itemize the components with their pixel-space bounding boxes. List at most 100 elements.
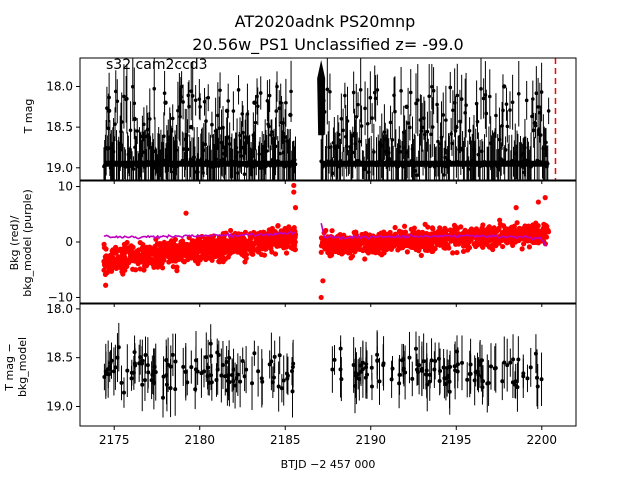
bkg-point (120, 260, 126, 266)
bkg-point (195, 237, 201, 243)
data-point (450, 141, 454, 146)
data-point (359, 124, 364, 128)
bkg-point (104, 269, 110, 276)
plot-area-bottom (102, 322, 544, 418)
bkg-point (359, 231, 365, 238)
data-point (387, 157, 392, 161)
data-point (139, 361, 144, 366)
data-point (398, 149, 403, 154)
bkg-point (156, 241, 162, 247)
data-point (389, 377, 394, 382)
bkg-point (429, 225, 436, 231)
data-point (415, 98, 420, 102)
data-point (533, 351, 538, 356)
data-point (283, 135, 287, 140)
bkg-point (500, 243, 506, 250)
bkg-point (161, 250, 167, 256)
data-point (372, 150, 376, 154)
data-point (429, 132, 433, 137)
data-point (267, 362, 272, 367)
data-point (369, 365, 374, 370)
data-point (116, 345, 121, 350)
bkg-point (171, 252, 177, 258)
data-point (240, 358, 245, 363)
bkg-point (443, 227, 450, 234)
data-point (421, 359, 426, 364)
bkg-point (236, 241, 242, 247)
data-point (181, 100, 185, 104)
data-point (284, 100, 288, 105)
bkg-point (467, 228, 473, 234)
bkg-point (418, 252, 424, 259)
bkg-point (521, 241, 527, 247)
bkg-point (408, 226, 414, 232)
bkg-point (480, 222, 486, 228)
bkg-point (510, 239, 516, 245)
bkg-outlier (103, 282, 109, 288)
bkg-point (288, 237, 294, 244)
data-point (415, 173, 419, 177)
data-point (106, 126, 111, 131)
data-point (153, 370, 158, 375)
data-point (431, 88, 436, 93)
bkg-point (215, 237, 221, 243)
data-point (531, 128, 536, 133)
bkg-point (503, 239, 509, 245)
panel-top-tmag: 18.0 18.5 19.0 (46, 57, 577, 184)
data-point (500, 379, 505, 384)
data-point (505, 363, 510, 368)
data-point (130, 84, 135, 89)
y-tick-label: 10 (58, 180, 73, 194)
data-point (330, 171, 335, 176)
data-point (289, 89, 293, 94)
data-point (535, 375, 540, 380)
data-point (197, 97, 202, 101)
data-point (187, 104, 191, 109)
bkg-point (130, 266, 136, 272)
data-point (242, 172, 247, 177)
data-point (408, 90, 413, 95)
bkg-point (356, 243, 362, 249)
bkg-point (220, 255, 226, 261)
data-point (368, 95, 373, 100)
flare-spike (317, 60, 326, 136)
data-point (407, 355, 412, 360)
bkg-point (442, 235, 448, 242)
data-point (443, 155, 447, 160)
data-point (218, 88, 222, 93)
bkg-point (391, 243, 397, 249)
data-point (433, 358, 438, 363)
data-point (269, 359, 274, 364)
bkg-point (442, 240, 449, 246)
data-point (267, 124, 271, 129)
bkg-point (182, 247, 188, 253)
bkg-point (108, 264, 114, 270)
data-point (113, 365, 118, 370)
data-point (142, 378, 147, 383)
bkg-point (127, 249, 133, 255)
data-point (273, 144, 278, 149)
data-point (330, 367, 335, 372)
bkg-point (329, 228, 335, 234)
bkg-point (422, 221, 428, 227)
data-point (369, 384, 374, 389)
data-point (446, 373, 451, 378)
data-point (277, 353, 282, 358)
bkg-point (214, 253, 221, 259)
bkg-point (454, 226, 461, 232)
bkg-point (177, 243, 183, 249)
bkg-point (275, 222, 281, 229)
data-point (475, 369, 480, 374)
data-point (413, 346, 418, 351)
bkg-point (198, 255, 204, 261)
data-point (204, 119, 208, 123)
data-point (494, 113, 498, 118)
data-point (115, 99, 120, 104)
data-point (214, 157, 219, 162)
bkg-point (272, 251, 279, 257)
data-point (235, 150, 239, 155)
data-point (209, 380, 214, 385)
data-point (430, 125, 435, 129)
bkg-point (424, 247, 431, 254)
data-point (231, 109, 236, 113)
